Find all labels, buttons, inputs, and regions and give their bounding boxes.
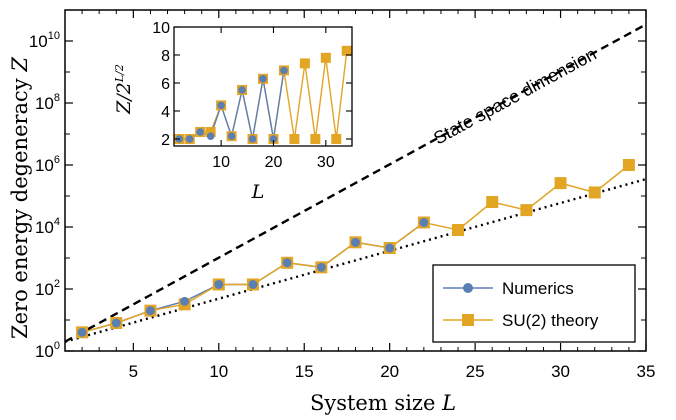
y-tick-label: 100 [35,340,60,361]
numerics-point [316,262,326,272]
su2-point [486,196,499,209]
inset-y-tick-label: 10 [152,20,170,37]
inset-y-tick-label: 8 [161,48,170,65]
su2-point [588,186,601,199]
inset-x-tick-label: 10 [212,154,230,171]
inset-su2-point [320,52,331,63]
inset-x-tick-label: 20 [265,154,283,171]
inset-y-tick-label: 2 [161,132,170,149]
legend-entry-numerics: Numerics [443,279,574,298]
legend: Numerics SU(2) theory [432,264,636,343]
x-tick-label: 15 [295,362,314,381]
numerics-point [180,296,190,306]
inset-y-tick-label: 6 [161,76,170,93]
su2-point [622,159,635,171]
inset-y-axis: 2 4 6 8 10 [152,20,352,149]
x-tick-label: 25 [466,362,485,381]
inset-numerics-point [238,86,246,94]
numerics-point [282,258,292,268]
inset-numerics-point [227,132,236,140]
legend-entry-su2: SU(2) theory [443,311,599,330]
numerics-point [385,243,395,253]
inset-su2-point [299,58,310,69]
inset-numerics-point [196,128,204,136]
inset-su2-point [341,45,352,56]
y-tick-label: 1010 [29,30,60,51]
inset-x-axis-title: L [251,181,265,203]
y-tick-label: 108 [35,92,60,113]
inset-plot-frame [173,26,353,147]
numerics-point [77,327,87,337]
y-tick-label: 104 [35,216,60,237]
inset-numerics-point [269,135,278,143]
inset-numerics-point [259,75,267,83]
x-axis-title: System size L [310,391,456,415]
legend-marker-square [462,314,474,326]
legend-box [432,264,636,343]
scaling-fit-line [65,177,646,343]
inset-su2-point [205,127,216,137]
su2-point [520,204,533,217]
main-data-markers [76,159,635,339]
numerics-point [214,279,224,289]
inset-numerics-point [280,66,288,75]
state-space-dimension-line [65,23,646,343]
y-tick-label: 102 [35,278,60,299]
legend-label-numerics: Numerics [502,279,574,298]
su2-point [452,224,465,237]
x-tick-label: 5 [129,362,138,381]
y-tick-label: 106 [35,154,60,175]
inset-su2-point [289,134,300,144]
inset-numerics-point [248,135,257,143]
x-tick-label: 10 [209,362,228,381]
x-tick-label: 35 [637,362,656,381]
numerics-point [351,237,360,247]
numerics-point [145,306,155,316]
inset-x-tick-label: 30 [317,154,335,171]
legend-label-su2: SU(2) theory [502,311,599,330]
inset-numerics-point [217,101,225,110]
x-tick-label: 30 [551,362,570,381]
numerics-point [111,318,121,328]
inset-plot: 10 20 30 2 4 6 8 10 L Z/2L/2 [113,20,353,203]
inset-numerics-point [185,135,194,143]
numerics-point [419,217,429,227]
y-axis-title: Zero energy degeneracy Z [8,57,32,339]
su2-point [554,177,567,190]
state-space-annotation: State space dimension [430,44,599,149]
inset-y-axis-title: Z/2L/2 [113,64,135,115]
inset-x-axis: 10 20 30 [212,27,335,171]
inset-su2-point [331,134,342,144]
inset-y-tick-label: 4 [161,104,170,121]
legend-marker-circle [463,283,473,293]
inset-numerics-point [206,132,215,140]
numerics-point [248,279,258,289]
x-tick-label: 20 [380,362,399,381]
inset-su2-point [310,134,321,144]
main-x-axis: 5 10 15 20 25 30 35 [81,10,656,381]
